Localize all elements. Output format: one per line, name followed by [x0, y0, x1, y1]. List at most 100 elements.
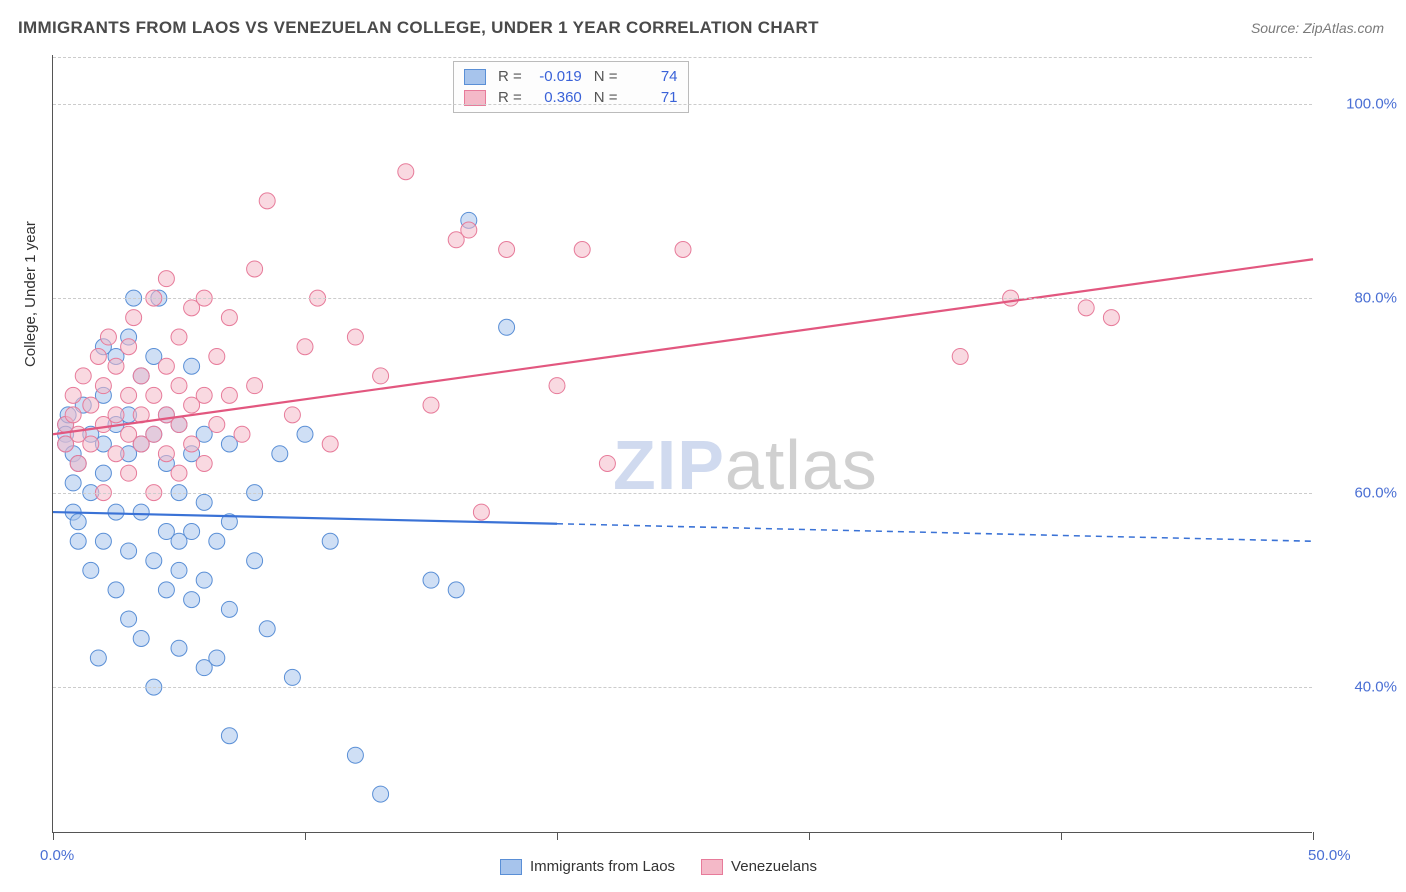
data-point	[108, 407, 124, 423]
data-point	[209, 533, 225, 549]
data-point	[675, 242, 691, 258]
legend-row-venezuelans: R = 0.360 N = 71	[464, 87, 678, 108]
data-point	[108, 358, 124, 374]
legend-item-laos: Immigrants from Laos	[500, 858, 675, 875]
data-point	[247, 378, 263, 394]
data-point	[133, 368, 149, 384]
n-value-laos: 74	[626, 68, 678, 85]
data-point	[322, 436, 338, 452]
legend-row-laos: R = -0.019 N = 74	[464, 66, 678, 87]
data-point	[184, 524, 200, 540]
data-point	[297, 426, 313, 442]
data-point	[423, 572, 439, 588]
data-point	[158, 271, 174, 287]
chart-title: IMMIGRANTS FROM LAOS VS VENEZUELAN COLLE…	[18, 18, 819, 38]
gridline	[53, 493, 1312, 494]
data-point	[259, 193, 275, 209]
x-tick	[1313, 832, 1314, 840]
data-point	[171, 417, 187, 433]
y-axis-label: College, Under 1 year	[22, 221, 39, 367]
data-point	[1078, 300, 1094, 316]
data-point	[196, 494, 212, 510]
r-label: R =	[494, 68, 522, 85]
data-point	[146, 387, 162, 403]
data-point	[184, 358, 200, 374]
correlation-legend: R = -0.019 N = 74 R = 0.360 N = 71	[453, 61, 689, 113]
trend-line	[53, 259, 1313, 434]
trend-line-dashed	[557, 524, 1313, 542]
data-point	[347, 747, 363, 763]
data-point	[121, 611, 137, 627]
data-point	[171, 329, 187, 345]
legend-label-laos: Immigrants from Laos	[530, 858, 675, 875]
data-point	[83, 562, 99, 578]
data-point	[121, 339, 137, 355]
data-point	[196, 572, 212, 588]
data-point	[95, 465, 111, 481]
data-point	[574, 242, 590, 258]
data-point	[65, 387, 81, 403]
data-point	[221, 728, 237, 744]
data-point	[100, 329, 116, 345]
data-point	[158, 446, 174, 462]
chart-container: IMMIGRANTS FROM LAOS VS VENEZUELAN COLLE…	[0, 0, 1406, 892]
data-point	[184, 592, 200, 608]
data-point	[171, 562, 187, 578]
data-point	[272, 446, 288, 462]
data-point	[221, 601, 237, 617]
data-point	[373, 786, 389, 802]
data-point	[499, 319, 515, 335]
gridline	[53, 298, 1312, 299]
data-point	[70, 533, 86, 549]
data-point	[259, 621, 275, 637]
series-legend: Immigrants from Laos Venezuelans	[500, 858, 817, 875]
data-point	[599, 455, 615, 471]
data-point	[284, 669, 300, 685]
legend-item-venezuelans: Venezuelans	[701, 858, 817, 875]
data-point	[952, 348, 968, 364]
data-point	[90, 348, 106, 364]
x-tick	[1061, 832, 1062, 840]
data-point	[322, 533, 338, 549]
plot-area: ZIPatlas R = -0.019 N = 74 R = 0.360 N =…	[52, 55, 1312, 833]
data-point	[83, 397, 99, 413]
data-point	[209, 650, 225, 666]
data-point	[108, 582, 124, 598]
data-point	[75, 368, 91, 384]
data-point	[284, 407, 300, 423]
data-point	[209, 348, 225, 364]
data-point	[65, 407, 81, 423]
data-point	[83, 436, 99, 452]
data-point	[70, 455, 86, 471]
legend-swatch-venezuelans	[701, 859, 723, 875]
legend-label-venezuelans: Venezuelans	[731, 858, 817, 875]
data-point	[209, 417, 225, 433]
data-point	[121, 543, 137, 559]
data-point	[423, 397, 439, 413]
data-point	[347, 329, 363, 345]
data-point	[108, 504, 124, 520]
data-point	[247, 261, 263, 277]
x-tick	[557, 832, 558, 840]
source-label: Source: ZipAtlas.com	[1251, 20, 1384, 36]
data-point	[65, 475, 81, 491]
data-point	[221, 310, 237, 326]
r-value-laos: -0.019	[530, 68, 582, 85]
data-point	[146, 553, 162, 569]
data-point	[473, 504, 489, 520]
data-point	[95, 378, 111, 394]
data-point	[126, 310, 142, 326]
x-tick-label: 50.0%	[1308, 847, 1351, 864]
data-point	[158, 582, 174, 598]
data-point	[398, 164, 414, 180]
gridline	[53, 687, 1312, 688]
gridline	[53, 57, 1312, 58]
data-point	[549, 378, 565, 394]
data-point	[171, 640, 187, 656]
data-point	[234, 426, 250, 442]
data-point	[499, 242, 515, 258]
data-point	[297, 339, 313, 355]
data-point	[121, 465, 137, 481]
n-label: N =	[590, 68, 618, 85]
x-tick	[305, 832, 306, 840]
